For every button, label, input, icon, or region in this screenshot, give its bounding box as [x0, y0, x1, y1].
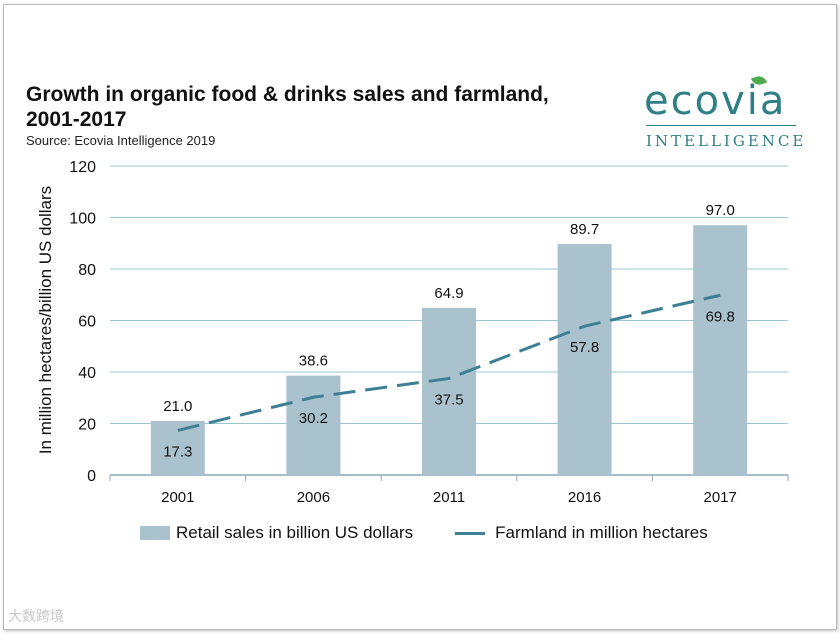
y-tick-label: 100	[69, 211, 96, 228]
legend-label-bars: Retail sales in billion US dollars	[176, 523, 414, 542]
legend-swatch-bar	[140, 526, 170, 540]
bar	[422, 307, 476, 475]
bar-value-label: 64.9	[434, 285, 463, 302]
line-value-label: 17.3	[163, 443, 192, 460]
bar-value-label: 89.7	[570, 221, 599, 238]
line-value-label: 30.2	[299, 410, 328, 427]
legend-item-bars: Retail sales in billion US dollars	[140, 523, 413, 543]
bar-value-label: 21.0	[163, 398, 192, 415]
farmland-line	[177, 293, 721, 432]
x-tick-label: 2017	[704, 489, 737, 506]
y-tick-label: 20	[78, 417, 96, 434]
chart-source: Source: Ecovia Intelligence 2019	[26, 133, 216, 148]
bar	[557, 244, 612, 475]
x-tick-label: 2001	[161, 489, 194, 506]
bar-value-label: 97.0	[706, 202, 735, 219]
line-value-label: 57.8	[570, 339, 599, 356]
ecovia-logo: ecovia	[644, 78, 787, 124]
x-tick-label: 2006	[297, 489, 330, 506]
legend-item-line: Farmland in million hectares	[455, 523, 708, 543]
legend-label-line: Farmland in million hectares	[495, 523, 708, 542]
line-value-label: 69.8	[706, 308, 735, 325]
legend-swatch-line	[455, 531, 486, 535]
bar	[286, 375, 341, 475]
x-tick-label: 2011	[433, 489, 465, 506]
line-value-label: 37.5	[434, 391, 463, 408]
ecovia-logo-subtitle: INTELLIGENCE	[646, 132, 807, 150]
bar	[693, 225, 748, 475]
watermark: 大数跨境	[8, 608, 64, 624]
x-tick-label: 2016	[568, 489, 601, 506]
legend: Retail sales in billion US dollars Farml…	[140, 523, 750, 543]
y-tick-label: 60	[78, 314, 96, 331]
bar-value-label: 38.6	[299, 353, 328, 370]
logo-divider	[646, 125, 796, 126]
y-tick-label: 80	[78, 262, 96, 279]
y-tick-label: 0	[87, 468, 96, 485]
chart-title: Growth in organic food & drinks sales an…	[26, 83, 549, 131]
y-tick-label: 40	[78, 365, 96, 382]
y-tick-label: 120	[69, 159, 96, 176]
